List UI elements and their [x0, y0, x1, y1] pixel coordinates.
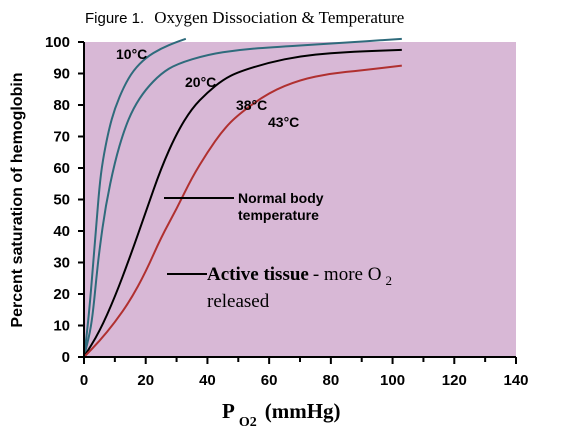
x-axis-label-main: P	[222, 399, 235, 423]
x-tick-label-4: 80	[323, 372, 340, 389]
label-38c: 38°C	[236, 97, 267, 113]
series-layer	[83, 37, 402, 358]
y-tick-label-6: 60	[53, 160, 70, 177]
active-tissue-rest: - more O	[313, 264, 382, 285]
figure-title: Figure 1. Oxygen Dissociation & Temperat…	[85, 8, 404, 27]
y-ticks: 0 10 20 30 40 50 60 70 80 90 100	[45, 34, 84, 366]
active-tissue-bold: Active tissue	[207, 264, 309, 285]
x-ticks: 0 20 40 60 80 100 120 140	[80, 357, 529, 389]
x-tick-label-6: 120	[442, 372, 467, 389]
y-tick-label-7: 70	[53, 129, 70, 146]
x-tick-label-7: 140	[503, 372, 528, 389]
y-axis-label: Percent saturation of hemoglobin	[9, 72, 26, 327]
normal-temp-line1: Normal body	[238, 190, 324, 206]
y-tick-label-0: 0	[62, 349, 70, 366]
y-tick-label-9: 90	[53, 66, 70, 83]
y-tick-label-8: 80	[53, 97, 70, 114]
figure-title-text: Oxygen Dissociation & Temperature	[154, 8, 404, 27]
x-tick-label-0: 0	[80, 372, 88, 389]
y-tick-label-2: 20	[53, 286, 70, 303]
y-tick-label-3: 30	[53, 255, 70, 272]
normal-temp-line2: temperature	[238, 207, 319, 223]
y-tick-label-1: 10	[53, 318, 70, 335]
y-tick-label-5: 50	[53, 192, 70, 209]
figure-title-prefix: Figure 1.	[85, 10, 144, 27]
x-axis-label-suffix: (mmHg)	[265, 399, 341, 423]
plot-area	[84, 42, 516, 357]
x-tick-label-5: 100	[380, 372, 405, 389]
x-tick-label-3: 60	[261, 372, 278, 389]
x-tick-label-1: 20	[137, 372, 154, 389]
series-line-0	[83, 37, 187, 358]
label-20c: 20°C	[185, 74, 216, 90]
series-line-1	[83, 37, 402, 358]
series-line-3	[83, 64, 402, 358]
x-tick-label-2: 40	[199, 372, 216, 389]
active-tissue-sub: 2	[385, 273, 392, 288]
x-axis-label: P O2 (mmHg)	[222, 399, 341, 430]
label-10c: 10°C	[116, 46, 147, 62]
y-tick-label-10: 100	[45, 34, 70, 51]
active-tissue-line1: Active tissue - more O 2	[207, 264, 392, 288]
series-line-2	[83, 48, 402, 358]
y-tick-label-4: 40	[53, 223, 70, 240]
label-43c: 43°C	[268, 114, 299, 130]
x-axis-label-sub: O2	[239, 415, 257, 430]
active-tissue-line2: released	[207, 291, 270, 312]
